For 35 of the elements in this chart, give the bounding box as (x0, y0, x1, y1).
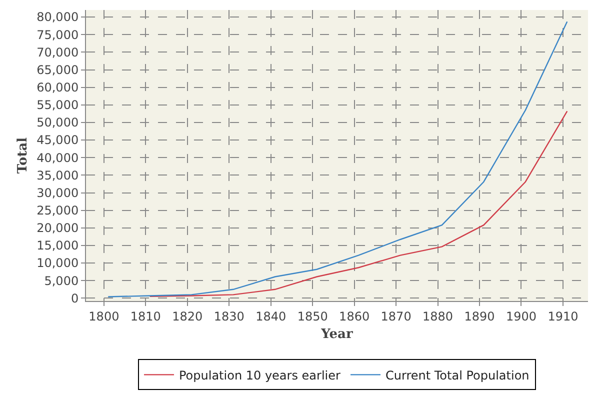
y-tick-label: 15,000 (36, 238, 79, 253)
y-tick-label: 30,000 (36, 186, 79, 200)
line-series (108, 21, 568, 298)
x-tick-label: 1890 (464, 309, 495, 324)
x-tick-label: 1820 (172, 309, 203, 324)
y-tick-label: 35,000 (36, 168, 79, 182)
y-tick-label: 5,000 (44, 274, 79, 288)
y-tick-label: 40,000 (36, 150, 79, 165)
x-tick-label: 1850 (297, 309, 328, 324)
x-tick-label: 1810 (130, 309, 161, 324)
x-tick-label: 1870 (380, 309, 412, 324)
y-tick-label: 25,000 (36, 204, 79, 218)
y-tick-label: 20,000 (36, 221, 79, 236)
y-tick-label: 65,000 (36, 62, 79, 77)
legend-label: Current Total Population (386, 368, 530, 382)
legend-label: Population 10 years earlier (179, 368, 341, 382)
y-tick-label: 70,000 (36, 45, 79, 60)
y-tick-label: 55,000 (36, 98, 79, 112)
x-tick-label: 1800 (88, 309, 120, 324)
x-tick-label: 1830 (214, 309, 244, 324)
x-tick-label: 1860 (339, 309, 370, 324)
y-axis-title: Total (16, 137, 31, 174)
y-tick-label: 0 (70, 291, 79, 306)
x-tick-label: 1900 (506, 309, 537, 324)
y-tick-label: 75,000 (36, 28, 79, 42)
x-tick-label: 1880 (422, 309, 454, 324)
x-tick-label: 1840 (256, 309, 286, 324)
x-axis-title: Year (320, 327, 353, 342)
y-tick-label: 50,000 (36, 116, 79, 130)
x-tick-label: 1910 (548, 309, 578, 324)
line-series (149, 110, 568, 298)
y-tick-label: 10,000 (36, 256, 79, 270)
y-tick-label: 45,000 (36, 133, 79, 148)
y-tick-label: 60,000 (36, 80, 79, 95)
y-tick-label: 80,000 (36, 10, 79, 24)
